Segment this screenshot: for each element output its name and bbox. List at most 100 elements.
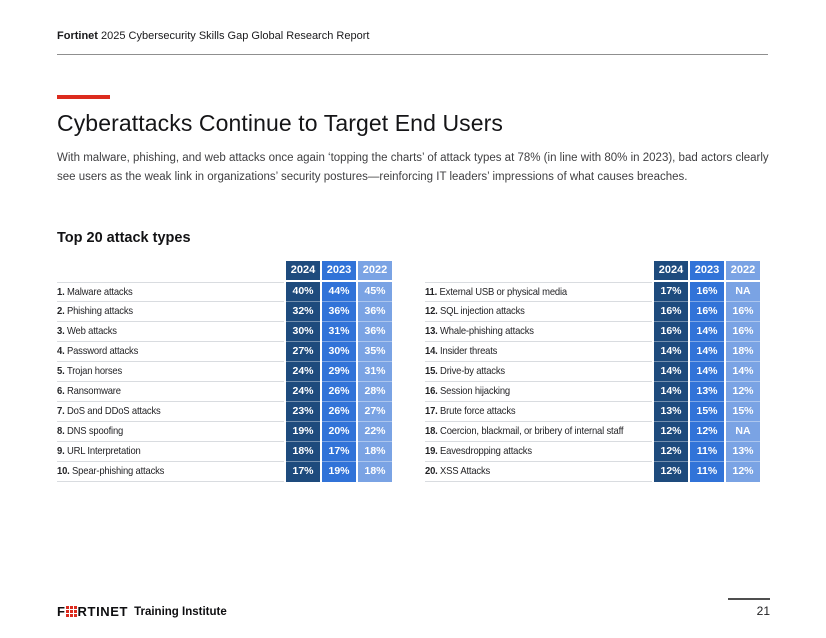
attack-tables: 2024 2023 2022 1. Malware attacks 40% 44% 45% 2… bbox=[57, 261, 760, 482]
year-column-header: 2024 bbox=[286, 261, 320, 280]
value-cell: 18% bbox=[358, 462, 392, 482]
value-cell: 18% bbox=[358, 442, 392, 462]
value-cell: NA bbox=[726, 282, 760, 302]
value-cell: 31% bbox=[322, 322, 356, 342]
value-cell: 16% bbox=[726, 302, 760, 322]
attack-type-label: 5. Trojan horses bbox=[57, 362, 284, 382]
attack-type-label-text: 13. Whale-phishing attacks bbox=[425, 325, 534, 337]
attack-type-label: 14. Insider threats bbox=[425, 342, 652, 362]
table-row: 20. XSS Attacks 12% 11% 12% bbox=[425, 462, 760, 482]
attack-type-label: 1. Malware attacks bbox=[57, 282, 284, 302]
attack-table-left: 2024 2023 2022 1. Malware attacks 40% 44% 45% 2… bbox=[57, 261, 392, 482]
value-cell: 14% bbox=[690, 342, 724, 362]
value-cell: 20% bbox=[322, 422, 356, 442]
value-cell: 18% bbox=[726, 342, 760, 362]
table-row: 9. URL Interpretation 18% 17% 18% bbox=[57, 442, 392, 462]
table-row: 10. Spear-phishing attacks 17% 19% 18% bbox=[57, 462, 392, 482]
value-cell: 16% bbox=[654, 322, 688, 342]
value-cell: 14% bbox=[654, 362, 688, 382]
attack-type-label-text: 1. Malware attacks bbox=[57, 286, 133, 298]
attack-type-label-text: 7. DoS and DDoS attacks bbox=[57, 405, 161, 417]
value-cell: 11% bbox=[690, 462, 724, 482]
value-cell: 14% bbox=[654, 342, 688, 362]
attack-type-label: 18. Coercion, blackmail, or bribery of i… bbox=[425, 422, 652, 442]
attack-type-label: 13. Whale-phishing attacks bbox=[425, 322, 652, 342]
value-cell: 12% bbox=[726, 382, 760, 402]
attack-type-label-text: 17. Brute force attacks bbox=[425, 405, 516, 417]
table-header-spacer bbox=[425, 261, 652, 280]
value-cell: 30% bbox=[322, 342, 356, 362]
value-cell: 12% bbox=[654, 462, 688, 482]
table-row: 18. Coercion, blackmail, or bribery of i… bbox=[425, 422, 760, 442]
logo-letters-rtinet: RTINET bbox=[77, 604, 129, 619]
value-cell: 12% bbox=[726, 462, 760, 482]
attack-type-label: 16. Session hijacking bbox=[425, 382, 652, 402]
table-row: 6. Ransomware 24% 26% 28% bbox=[57, 382, 392, 402]
attack-type-label: 20. XSS Attacks bbox=[425, 462, 652, 482]
value-cell: 17% bbox=[322, 442, 356, 462]
value-cell: 13% bbox=[654, 402, 688, 422]
attack-type-label-text: 12. SQL injection attacks bbox=[425, 305, 525, 317]
table-header-row: 2024 2023 2022 bbox=[425, 261, 760, 280]
attack-type-label: 17. Brute force attacks bbox=[425, 402, 652, 422]
attack-table-right: 2024 2023 2022 11. External USB or physical… bbox=[425, 261, 760, 482]
year-column-header: 2024 bbox=[654, 261, 688, 280]
attack-type-label: 11. External USB or physical media bbox=[425, 282, 652, 302]
value-cell: 12% bbox=[654, 422, 688, 442]
value-cell: 11% bbox=[690, 442, 724, 462]
value-cell: 30% bbox=[286, 322, 320, 342]
value-cell: 14% bbox=[690, 362, 724, 382]
table-row: 17. Brute force attacks 13% 15% 15% bbox=[425, 402, 760, 422]
accent-dash bbox=[57, 95, 110, 99]
value-cell: NA bbox=[726, 422, 760, 442]
attack-type-label-text: 10. Spear-phishing attacks bbox=[57, 465, 165, 477]
attack-type-label: 8. DNS spoofing bbox=[57, 422, 284, 442]
value-cell: 31% bbox=[358, 362, 392, 382]
attack-type-label-text: 6. Ransomware bbox=[57, 385, 121, 397]
attack-type-label-text: 2. Phishing attacks bbox=[57, 305, 133, 317]
attack-type-label-text: 18. Coercion, blackmail, or bribery of i… bbox=[425, 425, 624, 437]
value-cell: 16% bbox=[654, 302, 688, 322]
footer-brand-suffix: Training Institute bbox=[134, 605, 227, 618]
attack-type-label-text: 20. XSS Attacks bbox=[425, 465, 491, 477]
value-cell: 14% bbox=[690, 322, 724, 342]
table-row: 15. Drive-by attacks 14% 14% 14% bbox=[425, 362, 760, 382]
table-row: 7. DoS and DDoS attacks 23% 26% 27% bbox=[57, 402, 392, 422]
value-cell: 26% bbox=[322, 402, 356, 422]
value-cell: 24% bbox=[286, 382, 320, 402]
value-cell: 28% bbox=[358, 382, 392, 402]
attack-type-label-text: 14. Insider threats bbox=[425, 345, 498, 357]
value-cell: 15% bbox=[726, 402, 760, 422]
value-cell: 36% bbox=[358, 302, 392, 322]
value-cell: 19% bbox=[286, 422, 320, 442]
table-header-row: 2024 2023 2022 bbox=[57, 261, 392, 280]
table-row: 8. DNS spoofing 19% 20% 22% bbox=[57, 422, 392, 442]
value-cell: 16% bbox=[690, 282, 724, 302]
table-row: 16. Session hijacking 14% 13% 12% bbox=[425, 382, 760, 402]
value-cell: 32% bbox=[286, 302, 320, 322]
table-header-spacer bbox=[57, 261, 284, 280]
value-cell: 12% bbox=[654, 442, 688, 462]
value-cell: 24% bbox=[286, 362, 320, 382]
attack-type-label-text: 11. External USB or physical media bbox=[425, 286, 568, 298]
report-header: Fortinet 2025 Cybersecurity Skills Gap G… bbox=[57, 30, 369, 42]
page-number: 21 bbox=[756, 604, 770, 618]
footer-logo: F RTINET Training Institute bbox=[57, 604, 227, 619]
attack-type-label: 15. Drive-by attacks bbox=[425, 362, 652, 382]
value-cell: 13% bbox=[690, 382, 724, 402]
value-cell: 29% bbox=[322, 362, 356, 382]
attack-type-label-text: 3. Web attacks bbox=[57, 325, 117, 337]
table-row: 14. Insider threats 14% 14% 18% bbox=[425, 342, 760, 362]
value-cell: 14% bbox=[726, 362, 760, 382]
table-row: 19. Eavesdropping attacks 12% 11% 13% bbox=[425, 442, 760, 462]
table-row: 2. Phishing attacks 32% 36% 36% bbox=[57, 302, 392, 322]
header-divider bbox=[57, 54, 768, 55]
table-row: 11. External USB or physical media 17% 16%… bbox=[425, 282, 760, 302]
table-row: 4. Password attacks 27% 30% 35% bbox=[57, 342, 392, 362]
section-heading: Top 20 attack types bbox=[57, 230, 191, 246]
value-cell: 15% bbox=[690, 402, 724, 422]
attack-type-label-text: 4. Password attacks bbox=[57, 345, 139, 357]
report-header-title: 2025 Cybersecurity Skills Gap Global Res… bbox=[97, 30, 370, 42]
value-cell: 27% bbox=[358, 402, 392, 422]
